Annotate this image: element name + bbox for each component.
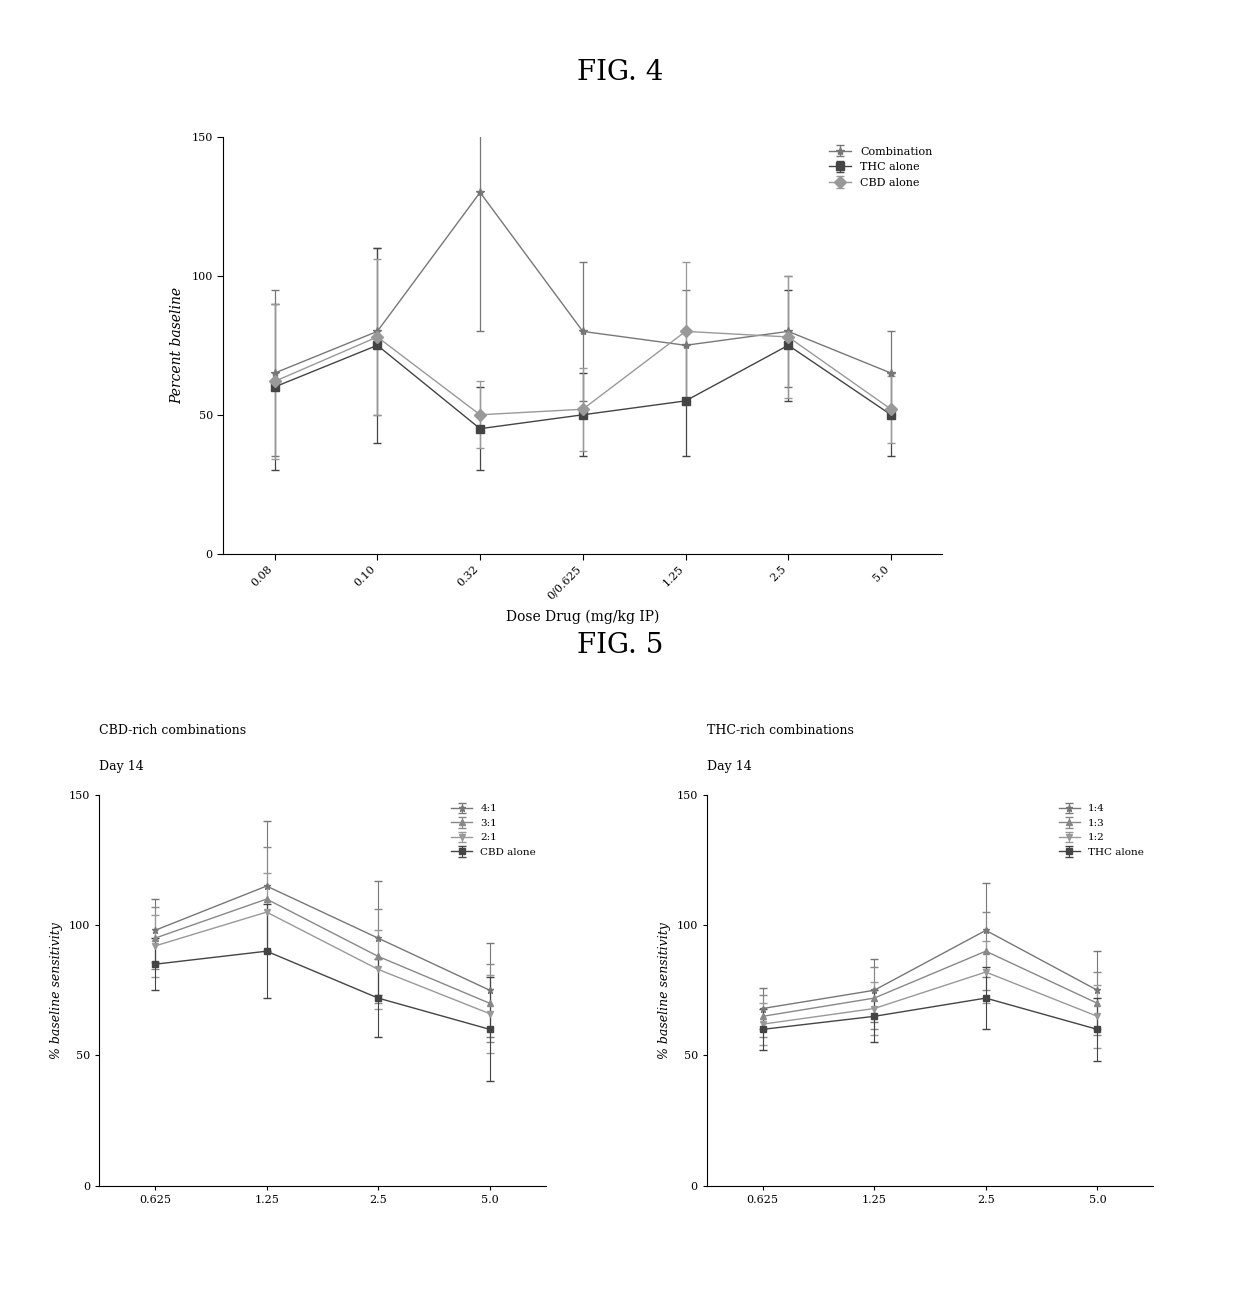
Y-axis label: % baseline sensitivity: % baseline sensitivity bbox=[658, 921, 671, 1059]
Y-axis label: Percent baseline: Percent baseline bbox=[170, 287, 185, 404]
Text: Day 14: Day 14 bbox=[707, 760, 751, 773]
Text: FIG. 4: FIG. 4 bbox=[577, 59, 663, 86]
Text: Day 14: Day 14 bbox=[99, 760, 144, 773]
Y-axis label: % baseline sensitivity: % baseline sensitivity bbox=[51, 921, 63, 1059]
Legend: 1:4, 1:3, 1:2, THC alone: 1:4, 1:3, 1:2, THC alone bbox=[1054, 800, 1148, 861]
X-axis label: Dose Drug (mg/kg IP): Dose Drug (mg/kg IP) bbox=[506, 610, 660, 624]
Legend: Combination, THC alone, CBD alone: Combination, THC alone, CBD alone bbox=[825, 142, 937, 193]
Text: THC-rich combinations: THC-rich combinations bbox=[707, 724, 853, 737]
Text: FIG. 5: FIG. 5 bbox=[577, 632, 663, 659]
Legend: 4:1, 3:1, 2:1, CBD alone: 4:1, 3:1, 2:1, CBD alone bbox=[448, 800, 541, 861]
Text: CBD-rich combinations: CBD-rich combinations bbox=[99, 724, 247, 737]
